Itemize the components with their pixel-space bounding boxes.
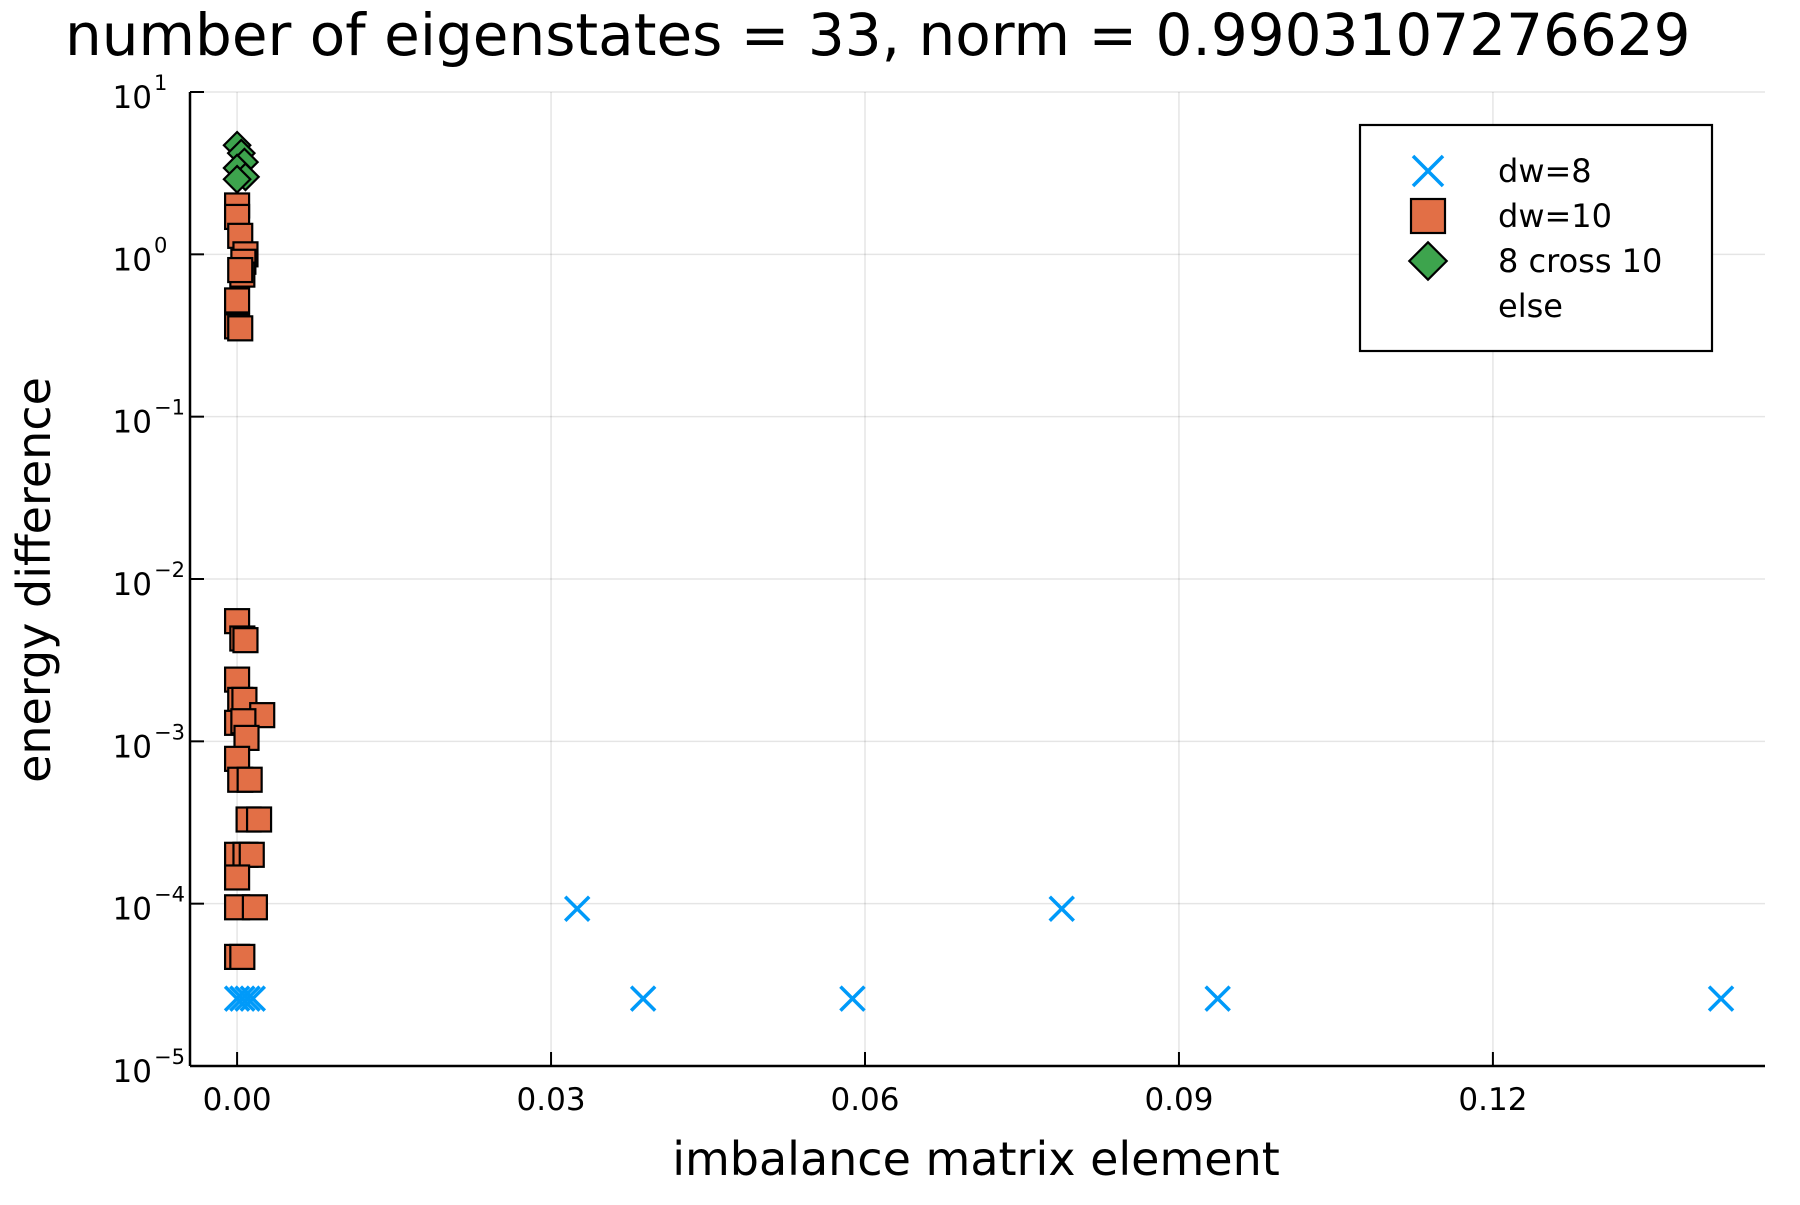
tick-labels: 0.00 0.03 0.06 0.09 0.1210−510−410−310−210−1…	[113, 71, 1528, 1118]
y-tick-exponent: 1	[154, 71, 167, 95]
legend-label: dw=10	[1498, 197, 1612, 235]
x-tick-label: 0.12	[1458, 1082, 1527, 1118]
data-point-x	[239, 985, 267, 1012]
data-point-square	[227, 256, 254, 284]
x-tick-label: 0.00	[203, 1082, 272, 1118]
y-tick-label: 10	[113, 242, 152, 278]
x-axis-title: imbalance matrix element	[672, 1132, 1280, 1186]
y-tick-label: 10	[113, 892, 152, 928]
y-tick-exponent: −3	[154, 720, 185, 744]
x-tick-label: 0.03	[517, 1082, 586, 1118]
data-point-square	[232, 627, 259, 654]
data-point-x	[1048, 895, 1075, 923]
data-point-x	[1204, 985, 1231, 1012]
data-point-square	[241, 894, 268, 921]
y-tick-exponent: −5	[154, 1045, 185, 1069]
legend-label: dw=8	[1498, 152, 1592, 190]
data-point-square	[236, 766, 263, 793]
y-tick-exponent: −4	[154, 883, 185, 907]
y-tick-exponent: −2	[154, 558, 185, 582]
data-point-square	[223, 864, 251, 891]
data-point-x	[1707, 985, 1735, 1012]
legend-label: 8 cross 10	[1498, 242, 1662, 280]
y-tick-label: 10	[113, 567, 152, 603]
data-point-x	[839, 985, 866, 1012]
data-point-square	[238, 841, 265, 868]
legend-marker-diamond	[1407, 240, 1449, 282]
data-point-x	[229, 985, 256, 1012]
data-point-x	[629, 985, 657, 1012]
data-point-square	[223, 287, 251, 314]
y-tick-exponent: 0	[154, 233, 167, 257]
legend-label: else	[1498, 287, 1563, 325]
y-tick-label: 10	[113, 729, 152, 765]
data-point-square	[229, 943, 256, 970]
x-tick-label: 0.09	[1144, 1082, 1213, 1118]
legend: dw=8 dw=10 8 cross 10 else	[1358, 123, 1714, 353]
data-points	[222, 130, 1735, 1012]
y-tick-label: 10	[113, 1054, 152, 1090]
legend-marker-x	[1411, 154, 1445, 188]
legend-marker-square	[1409, 197, 1447, 235]
chart-title: number of eigenstates = 33, norm = 0.990…	[65, 1, 1691, 69]
y-tick-label: 10	[113, 80, 152, 116]
y-tick-exponent: −1	[154, 396, 185, 420]
axes-frame	[188, 91, 1765, 1068]
x-tick-label: 0.06	[830, 1082, 899, 1118]
y-tick-label: 10	[113, 405, 152, 441]
data-point-square	[227, 315, 254, 342]
data-point-diamond	[222, 164, 252, 195]
data-point-square	[245, 806, 273, 833]
y-axis-title: energy difference	[7, 377, 61, 783]
data-point-x	[234, 985, 261, 1012]
data-point-x	[563, 895, 591, 923]
